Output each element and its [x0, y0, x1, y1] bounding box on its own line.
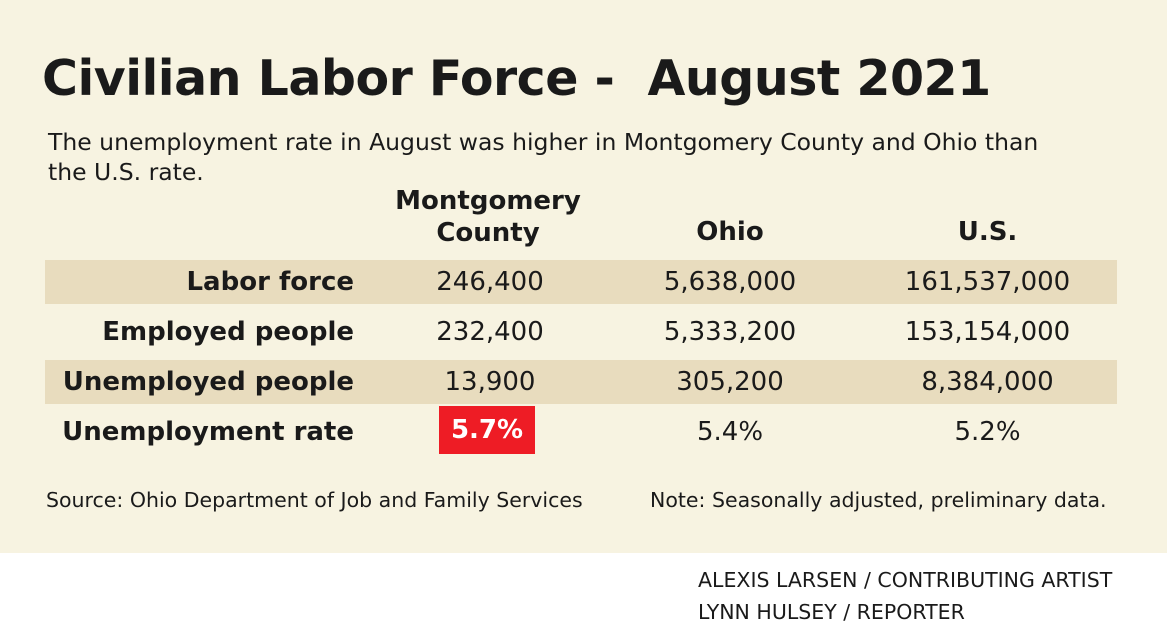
table-cell: 246,400 [436, 267, 544, 297]
row-label: Unemployment rate [62, 417, 354, 447]
chart-subtitle: The unemployment rate in August was high… [48, 128, 1039, 186]
table-cell: 13,900 [444, 367, 536, 397]
column-header-ohio: Ohio [696, 217, 764, 247]
table-row-unemployed: Unemployed people 13,900 305,200 8,384,0… [45, 360, 1117, 404]
table-cell: 161,537,000 [904, 267, 1071, 297]
chart-title: Civilian Labor Force - August 2021 [42, 50, 991, 107]
table-row-unemployment-rate: Unemployment rate 5.7% 5.4% 5.2% [45, 406, 1117, 454]
row-label: Unemployed people [62, 367, 354, 397]
table-row-labor-force: Labor force 246,400 5,638,000 161,537,00… [45, 260, 1117, 304]
graphic-panel: Civilian Labor Force - August 2021 The u… [0, 0, 1167, 553]
table-cell: 5,333,200 [663, 317, 797, 347]
column-header-montgomery: Montgomery County [395, 186, 581, 248]
row-label: Employed people [102, 317, 354, 347]
row-label: Labor force [186, 267, 354, 297]
table-row-employed: Employed people 232,400 5,333,200 153,15… [45, 310, 1117, 354]
highlighted-rate-badge: 5.7% [439, 406, 535, 454]
table-cell: 5.2% [954, 417, 1021, 447]
reporter-credit: LYNN HULSEY / REPORTER [698, 600, 965, 624]
data-note: Note: Seasonally adjusted, preliminary d… [650, 488, 1107, 512]
table-cell: 232,400 [436, 317, 544, 347]
table-cell: 8,384,000 [921, 367, 1054, 397]
table-cell: 305,200 [676, 367, 784, 397]
table-cell: 153,154,000 [904, 317, 1071, 347]
table-cell: 5,638,000 [663, 267, 797, 297]
column-header-us: U.S. [957, 217, 1018, 247]
source-note: Source: Ohio Department of Job and Famil… [46, 488, 583, 512]
artist-credit: ALEXIS LARSEN / CONTRIBUTING ARTIST [698, 568, 1113, 592]
table-cell: 5.4% [696, 417, 764, 447]
